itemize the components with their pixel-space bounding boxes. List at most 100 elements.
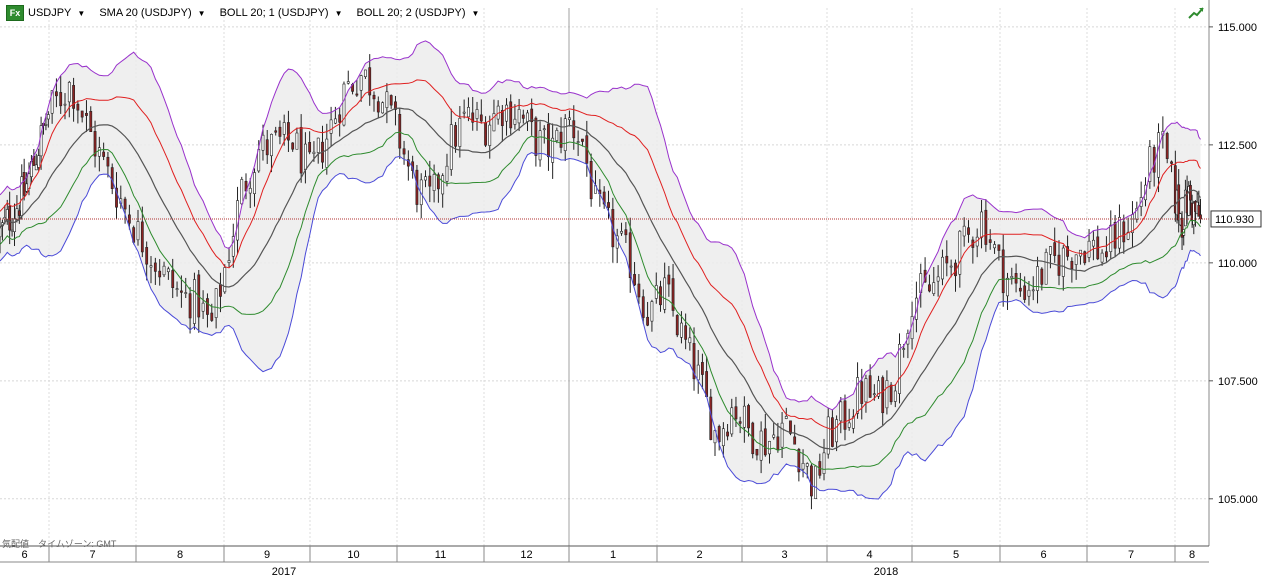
- candle: [85, 100, 88, 133]
- x-tick-label: 8: [177, 549, 183, 561]
- candle: [893, 384, 897, 408]
- candle-body: [726, 431, 729, 437]
- candle-body: [333, 118, 337, 124]
- candle: [822, 438, 826, 481]
- candle: [166, 266, 170, 280]
- x-tick-label: 8: [1189, 549, 1195, 561]
- candle-body: [860, 381, 864, 404]
- candle-body: [376, 101, 380, 113]
- candle-body: [123, 198, 127, 210]
- candle: [441, 173, 445, 208]
- indicator-boll-2[interactable]: BOLL 20; 2 (USDJPY) ▼: [357, 7, 480, 19]
- chevron-down-icon[interactable]: ▼: [197, 8, 206, 18]
- candle-body: [299, 127, 303, 174]
- chevron-down-icon[interactable]: ▼: [77, 8, 86, 18]
- candle: [299, 114, 303, 183]
- x-tick-label: 6: [21, 549, 27, 561]
- candle-body: [329, 119, 333, 134]
- candle: [492, 99, 496, 132]
- candle-body: [945, 255, 949, 264]
- candle: [346, 70, 350, 85]
- candle-body: [572, 120, 576, 139]
- candle-body: [1189, 184, 1192, 201]
- candle-body: [810, 465, 813, 497]
- candle: [620, 222, 623, 236]
- candle-body: [1109, 224, 1113, 252]
- candle-body: [436, 174, 440, 190]
- candle: [738, 416, 742, 434]
- candle-body: [563, 118, 567, 151]
- candle-body: [15, 208, 19, 220]
- candle-body: [962, 225, 966, 237]
- candle: [265, 130, 269, 164]
- candle: [542, 125, 546, 144]
- candle-body: [97, 147, 101, 157]
- symbol-selector[interactable]: USDJPY ▼: [28, 7, 85, 19]
- candle: [471, 97, 475, 131]
- candle-body: [822, 452, 826, 474]
- candle-body: [372, 94, 376, 100]
- candle: [1040, 267, 1044, 291]
- x-tick-label: 6: [1040, 549, 1046, 561]
- candle: [479, 99, 483, 124]
- x-tick-label: 11: [435, 549, 446, 561]
- candle: [751, 421, 755, 459]
- candle: [628, 217, 632, 293]
- candle-body: [772, 434, 776, 438]
- candle-body: [856, 377, 859, 414]
- candle: [445, 153, 449, 187]
- candle-body: [1083, 251, 1087, 264]
- candle: [372, 91, 376, 112]
- candle-body: [763, 428, 767, 456]
- candle-body: [454, 125, 457, 147]
- candle-body: [902, 348, 906, 350]
- candle: [881, 375, 885, 426]
- candle-body: [688, 337, 692, 344]
- candle: [381, 101, 384, 114]
- candle-body: [526, 112, 529, 122]
- candle-body: [1113, 222, 1117, 249]
- candle-body: [898, 343, 901, 394]
- boll2-upper-line: [0, 40, 1201, 411]
- candle-body: [521, 114, 525, 119]
- trend-up-icon[interactable]: [1188, 6, 1204, 20]
- indicator-boll-1[interactable]: BOLL 20; 1 (USDJPY) ▼: [220, 7, 343, 19]
- candle: [1105, 236, 1108, 262]
- candle: [868, 364, 872, 398]
- candle-body: [467, 107, 470, 118]
- candle-body: [1199, 214, 1202, 220]
- x-tick-label: 7: [1128, 549, 1134, 561]
- chevron-down-icon[interactable]: ▼: [334, 8, 343, 18]
- candle: [1010, 267, 1014, 285]
- candle: [316, 137, 320, 164]
- candle-body: [1040, 268, 1044, 285]
- candle-body: [441, 175, 445, 195]
- candle-body: [826, 416, 830, 455]
- chevron-down-icon[interactable]: ▼: [471, 8, 480, 18]
- fx-icon[interactable]: Fx: [6, 5, 24, 21]
- candle: [538, 121, 542, 167]
- candle-body: [671, 278, 675, 311]
- candle-body: [342, 83, 346, 126]
- y-tick-label: 110.000: [1218, 258, 1257, 270]
- candle-body: [428, 175, 432, 187]
- candle-body: [742, 405, 746, 428]
- x-tick-label: 12: [520, 549, 532, 561]
- candle-body: [270, 133, 273, 157]
- y-tick-label: 105.000: [1218, 494, 1258, 506]
- candle-body: [513, 118, 517, 125]
- indicator-sma[interactable]: SMA 20 (USDJPY) ▼: [99, 7, 205, 19]
- candle: [810, 464, 813, 510]
- candle: [1092, 231, 1095, 261]
- candle: [1053, 227, 1057, 263]
- y-tick-label: 115.000: [1218, 22, 1257, 34]
- candle: [171, 258, 175, 299]
- candle: [1118, 204, 1121, 255]
- candle: [145, 241, 149, 281]
- candle: [179, 275, 183, 308]
- candle-body: [1074, 254, 1078, 265]
- candle-body: [835, 419, 838, 443]
- candle-body: [1187, 186, 1191, 216]
- last-price-label: 110.930: [1215, 214, 1254, 226]
